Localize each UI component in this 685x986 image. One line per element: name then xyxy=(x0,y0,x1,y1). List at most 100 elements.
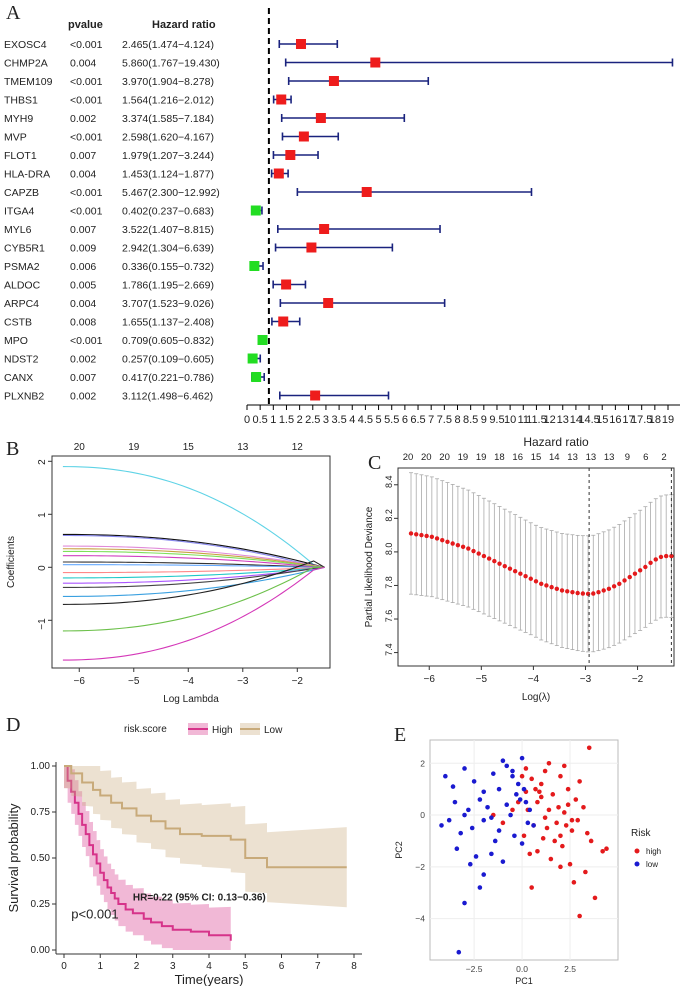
top-axis-title: Hazard ratio xyxy=(523,435,589,449)
deviance-point xyxy=(591,591,596,596)
hr-cell: 5.467(2.300−12.992) xyxy=(122,187,220,199)
pca-point-high xyxy=(519,773,525,779)
legend-title: risk.score xyxy=(124,724,167,735)
x-tick-label: 9 xyxy=(481,414,487,426)
pca-point-high xyxy=(563,823,569,828)
pca-point-high xyxy=(600,848,605,854)
panel-label-e: E xyxy=(394,724,407,746)
pvalue-cell: 0.004 xyxy=(70,58,96,70)
x-tick-label: 17 xyxy=(622,414,634,426)
x-tick-label: 8.5 xyxy=(463,414,478,426)
deviance-point xyxy=(455,542,461,548)
pca-point-high xyxy=(560,843,565,849)
gene-label: EXOSC4 xyxy=(4,39,47,51)
x-tick-label: 3 xyxy=(170,961,176,972)
pca-point-low xyxy=(462,766,467,771)
deviance-point xyxy=(440,537,445,543)
x-tick-label: 5 xyxy=(376,414,382,426)
hr-cell: 1.786(1.195−2.669) xyxy=(122,280,214,292)
top-tick-label: 19 xyxy=(476,452,487,463)
pvalue-cell: 0.006 xyxy=(70,261,96,273)
pca-point-low xyxy=(471,779,477,784)
x-axis-label: PC1 xyxy=(515,976,533,986)
pca-point-low xyxy=(512,833,517,839)
x-tick-label: 13 xyxy=(557,414,569,426)
pca-point-high xyxy=(577,913,582,919)
hr-cell: 2.465(1.474−4.124) xyxy=(122,39,214,51)
pca-point-low xyxy=(491,771,496,776)
x-tick-label: 1 xyxy=(97,961,103,972)
hr-cell: 2.598(1.620−4.167) xyxy=(122,132,214,144)
pvalue-cell: 0.002 xyxy=(70,113,96,125)
deviance-point xyxy=(492,558,497,564)
pca-point-low xyxy=(481,872,487,877)
hr-cell: 0.417(0.221−0.786) xyxy=(122,372,214,384)
x-tick-label: 3.5 xyxy=(331,414,346,426)
coefficient-path xyxy=(62,564,325,568)
coefficient-path xyxy=(62,555,325,568)
x-tick-label: −6 xyxy=(424,674,436,685)
y-tick-label: 0.00 xyxy=(31,945,51,956)
pca-point-high xyxy=(565,786,571,792)
hr-cell: 5.860(1.767−19.430) xyxy=(122,58,220,70)
deviance-point xyxy=(518,571,523,576)
pvalue-cell: 0.008 xyxy=(70,317,96,329)
hr-cell: 1.453(1.124−1.877) xyxy=(122,169,214,181)
x-tick-label: 4 xyxy=(349,414,355,426)
pca-scatter-plot: −2.5 0.0 2.5 −4 −2 0 2 PC1 PC2 Risk high low xyxy=(394,739,661,986)
pca-point-high xyxy=(550,792,556,797)
y-tick-label: 0 xyxy=(420,810,425,820)
deviance-point xyxy=(512,568,518,574)
deviance-point xyxy=(408,531,414,536)
y-axis-label: Partial Likelihood Deviance xyxy=(364,506,375,627)
pvalue-cell: 0.007 xyxy=(70,150,96,162)
pca-point-low xyxy=(510,768,515,774)
x-tick-label: 2 xyxy=(134,961,140,972)
y-tick-label: 0.25 xyxy=(31,899,51,910)
pca-point-low xyxy=(492,838,498,844)
pca-point-high xyxy=(527,851,533,857)
hr-cell: 0.402(0.237−0.683) xyxy=(122,206,214,218)
x-tick-label: 9.5 xyxy=(489,414,504,426)
deviance-point xyxy=(575,590,580,596)
deviance-point xyxy=(544,583,549,588)
pca-point-low xyxy=(473,854,479,859)
pca-point-low xyxy=(500,758,506,764)
x-tick-label: 6.5 xyxy=(410,414,425,426)
pca-point-low xyxy=(519,841,525,846)
gene-label: CANX xyxy=(4,372,33,384)
pca-point-low xyxy=(446,817,452,823)
x-tick-label: 0.5 xyxy=(253,414,268,426)
hr-cell: 3.522(1.407−8.815) xyxy=(122,224,214,236)
pvalue-header: pvalue xyxy=(68,19,103,31)
x-tick-label: 0 xyxy=(61,961,67,972)
deviance-point xyxy=(460,544,466,550)
cv-deviance-plot: Hazard ratio −6 −5 −4 −3 −2 7.4 7.6 7.8 8.0 8.2 8.4… xyxy=(364,435,675,703)
x-tick-label: 2.5 xyxy=(305,414,320,426)
pca-point-high xyxy=(583,869,588,875)
coefficient-path xyxy=(62,566,325,661)
deviance-point xyxy=(669,553,674,559)
y-tick-label: 2 xyxy=(37,459,48,465)
x-tick-label: 19 xyxy=(662,414,674,426)
survival-curve-high xyxy=(64,765,232,941)
pca-point-high xyxy=(588,838,594,844)
legend-label-low: Low xyxy=(264,725,283,736)
pvalue-cell: <0.001 xyxy=(70,206,103,218)
x-axis-label: Time(years) xyxy=(175,972,244,986)
deviance-point xyxy=(497,561,502,566)
deviance-point xyxy=(606,586,612,592)
x-tick-label: 0.0 xyxy=(516,964,528,974)
gene-label: CYB5R1 xyxy=(4,243,45,255)
hr-header: Hazard ratio xyxy=(152,19,216,31)
panel-label-d: D xyxy=(6,714,21,736)
pca-point-low xyxy=(489,815,494,820)
pca-point-high xyxy=(573,797,579,802)
hr-cell: 0.257(0.109−0.605) xyxy=(122,354,214,366)
pca-point-high xyxy=(569,828,575,833)
hr-marker xyxy=(247,353,258,364)
top-tick-label: 20 xyxy=(439,452,450,463)
hr-cell: 0.709(0.605−0.832) xyxy=(122,335,214,347)
pca-point-low xyxy=(508,812,513,818)
deviance-point xyxy=(471,548,476,554)
